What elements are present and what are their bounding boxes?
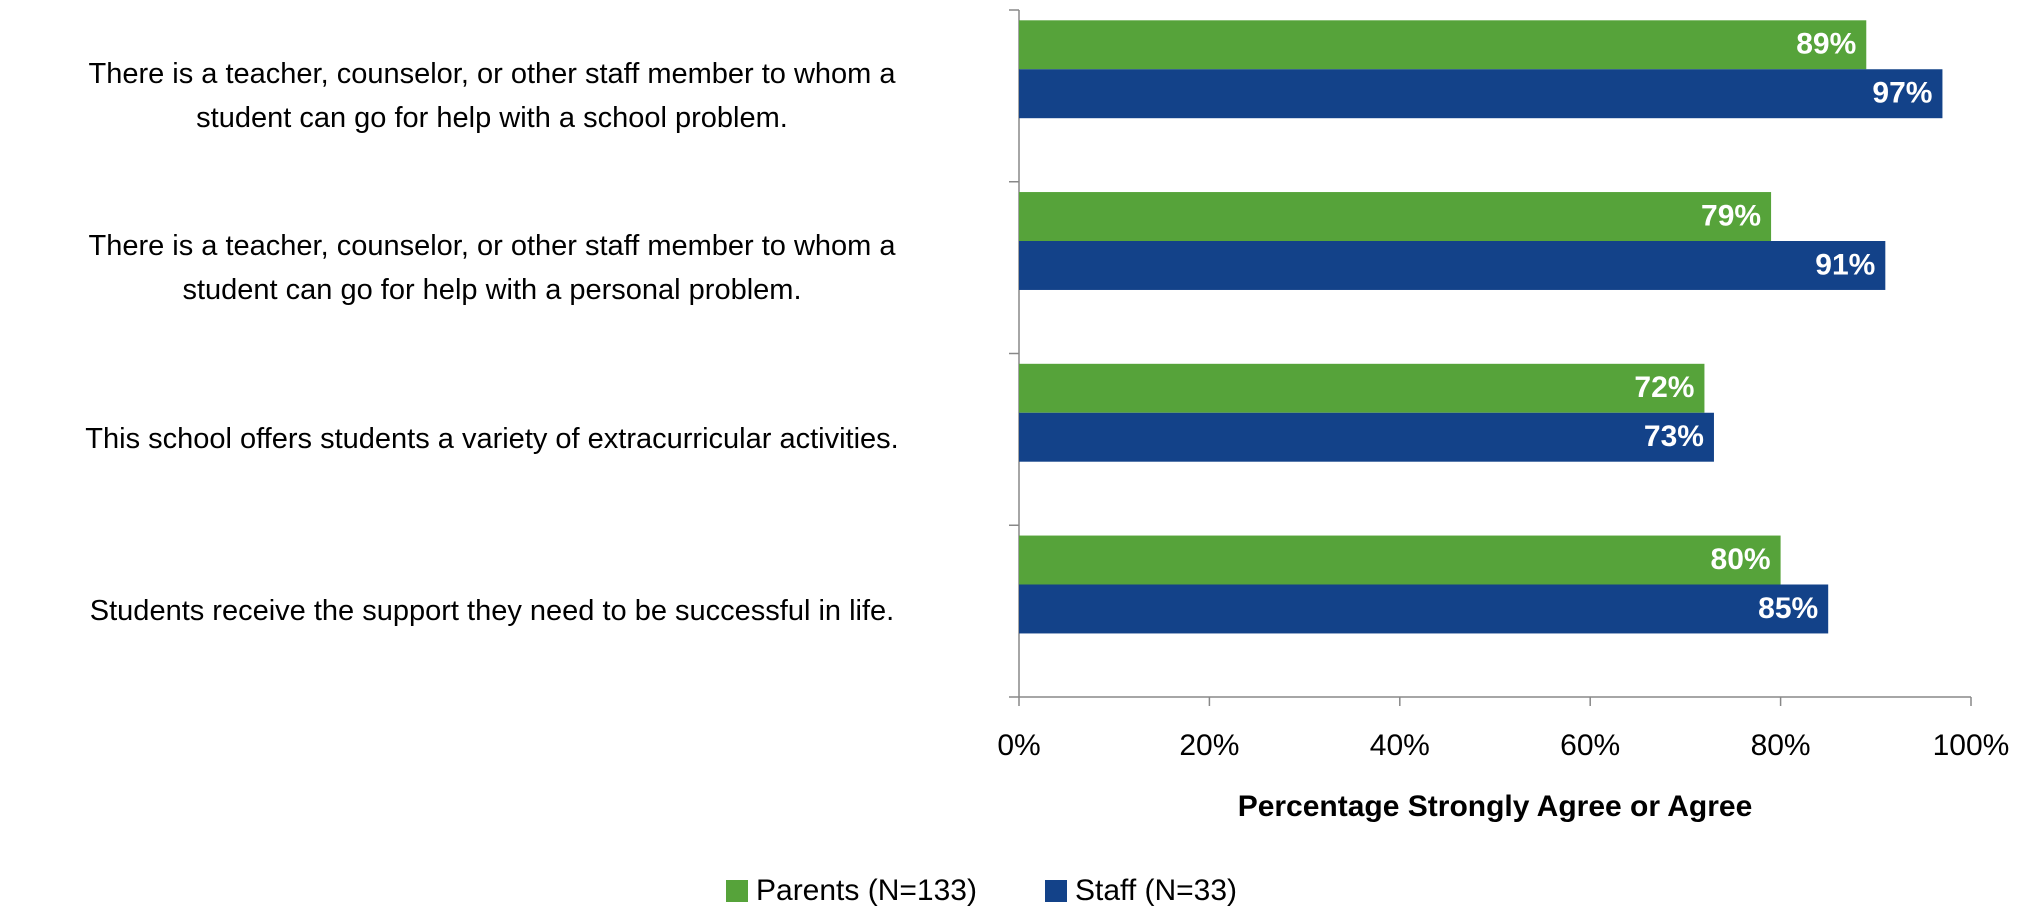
bar — [1019, 584, 1829, 634]
x-tick-label: 40% — [1370, 729, 1430, 762]
category-label: There is a teacher, counselor, or other … — [88, 57, 896, 134]
legend-swatch — [1045, 880, 1067, 902]
bar — [1019, 363, 1705, 413]
data-label: 89% — [1796, 28, 1856, 61]
x-tick-label: 80% — [1751, 729, 1811, 762]
x-tick-label: 100% — [1933, 729, 2010, 762]
legend-label: Parents (N=133) — [756, 874, 977, 907]
data-label: 91% — [1815, 248, 1875, 281]
data-label: 97% — [1872, 77, 1932, 110]
category-label: This school offers students a variety of… — [85, 423, 899, 456]
legend-label: Staff (N=33) — [1075, 874, 1237, 907]
x-tick-label: 20% — [1179, 729, 1239, 762]
data-label: 80% — [1711, 543, 1771, 576]
bar — [1019, 192, 1772, 242]
bar — [1019, 535, 1781, 585]
x-axis-title: Percentage Strongly Agree or Agree — [1238, 790, 1753, 823]
category-label: There is a teacher, counselor, or other … — [88, 229, 896, 306]
data-label: 85% — [1758, 592, 1818, 625]
data-label: 73% — [1644, 420, 1704, 453]
bar — [1019, 412, 1714, 462]
bar — [1019, 69, 1943, 119]
bar — [1019, 241, 1886, 290]
legend-swatch — [726, 880, 748, 902]
category-label: Students receive the support they need t… — [89, 595, 895, 628]
data-label: 72% — [1634, 371, 1694, 404]
bar — [1019, 20, 1867, 70]
data-label: 79% — [1701, 199, 1761, 232]
x-tick-label: 0% — [997, 729, 1040, 762]
x-tick-label: 60% — [1560, 729, 1620, 762]
